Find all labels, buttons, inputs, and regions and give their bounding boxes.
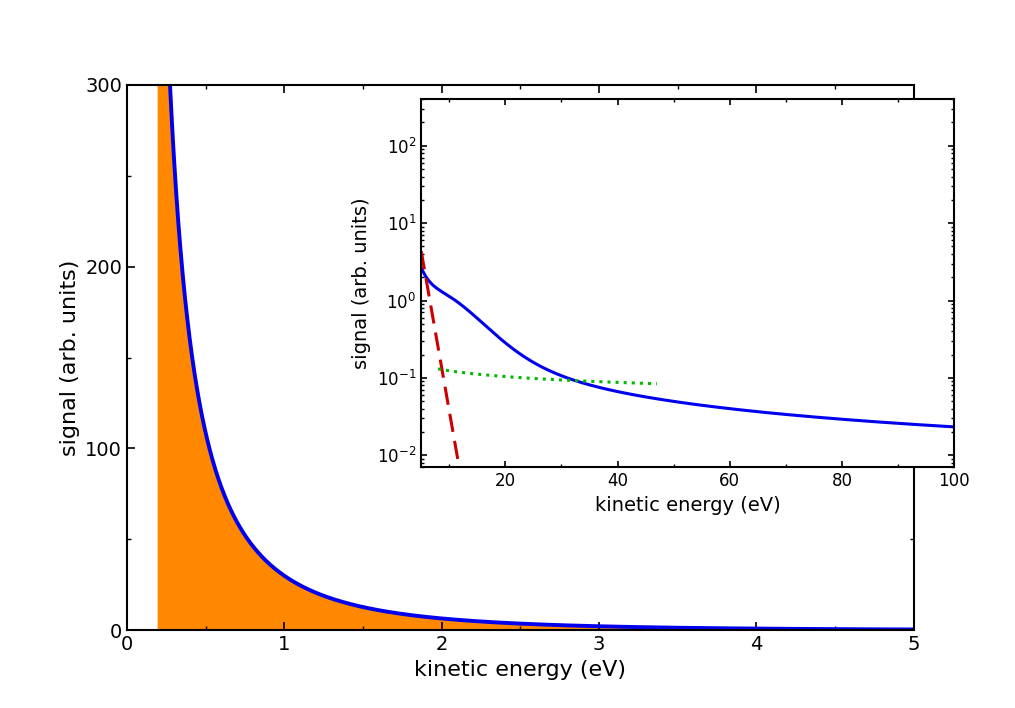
Y-axis label: signal (arb. units): signal (arb. units) [352, 198, 371, 369]
Y-axis label: signal (arb. units): signal (arb. units) [60, 259, 79, 456]
X-axis label: kinetic energy (eV): kinetic energy (eV) [414, 660, 626, 680]
X-axis label: kinetic energy (eV): kinetic energy (eV) [595, 496, 781, 515]
